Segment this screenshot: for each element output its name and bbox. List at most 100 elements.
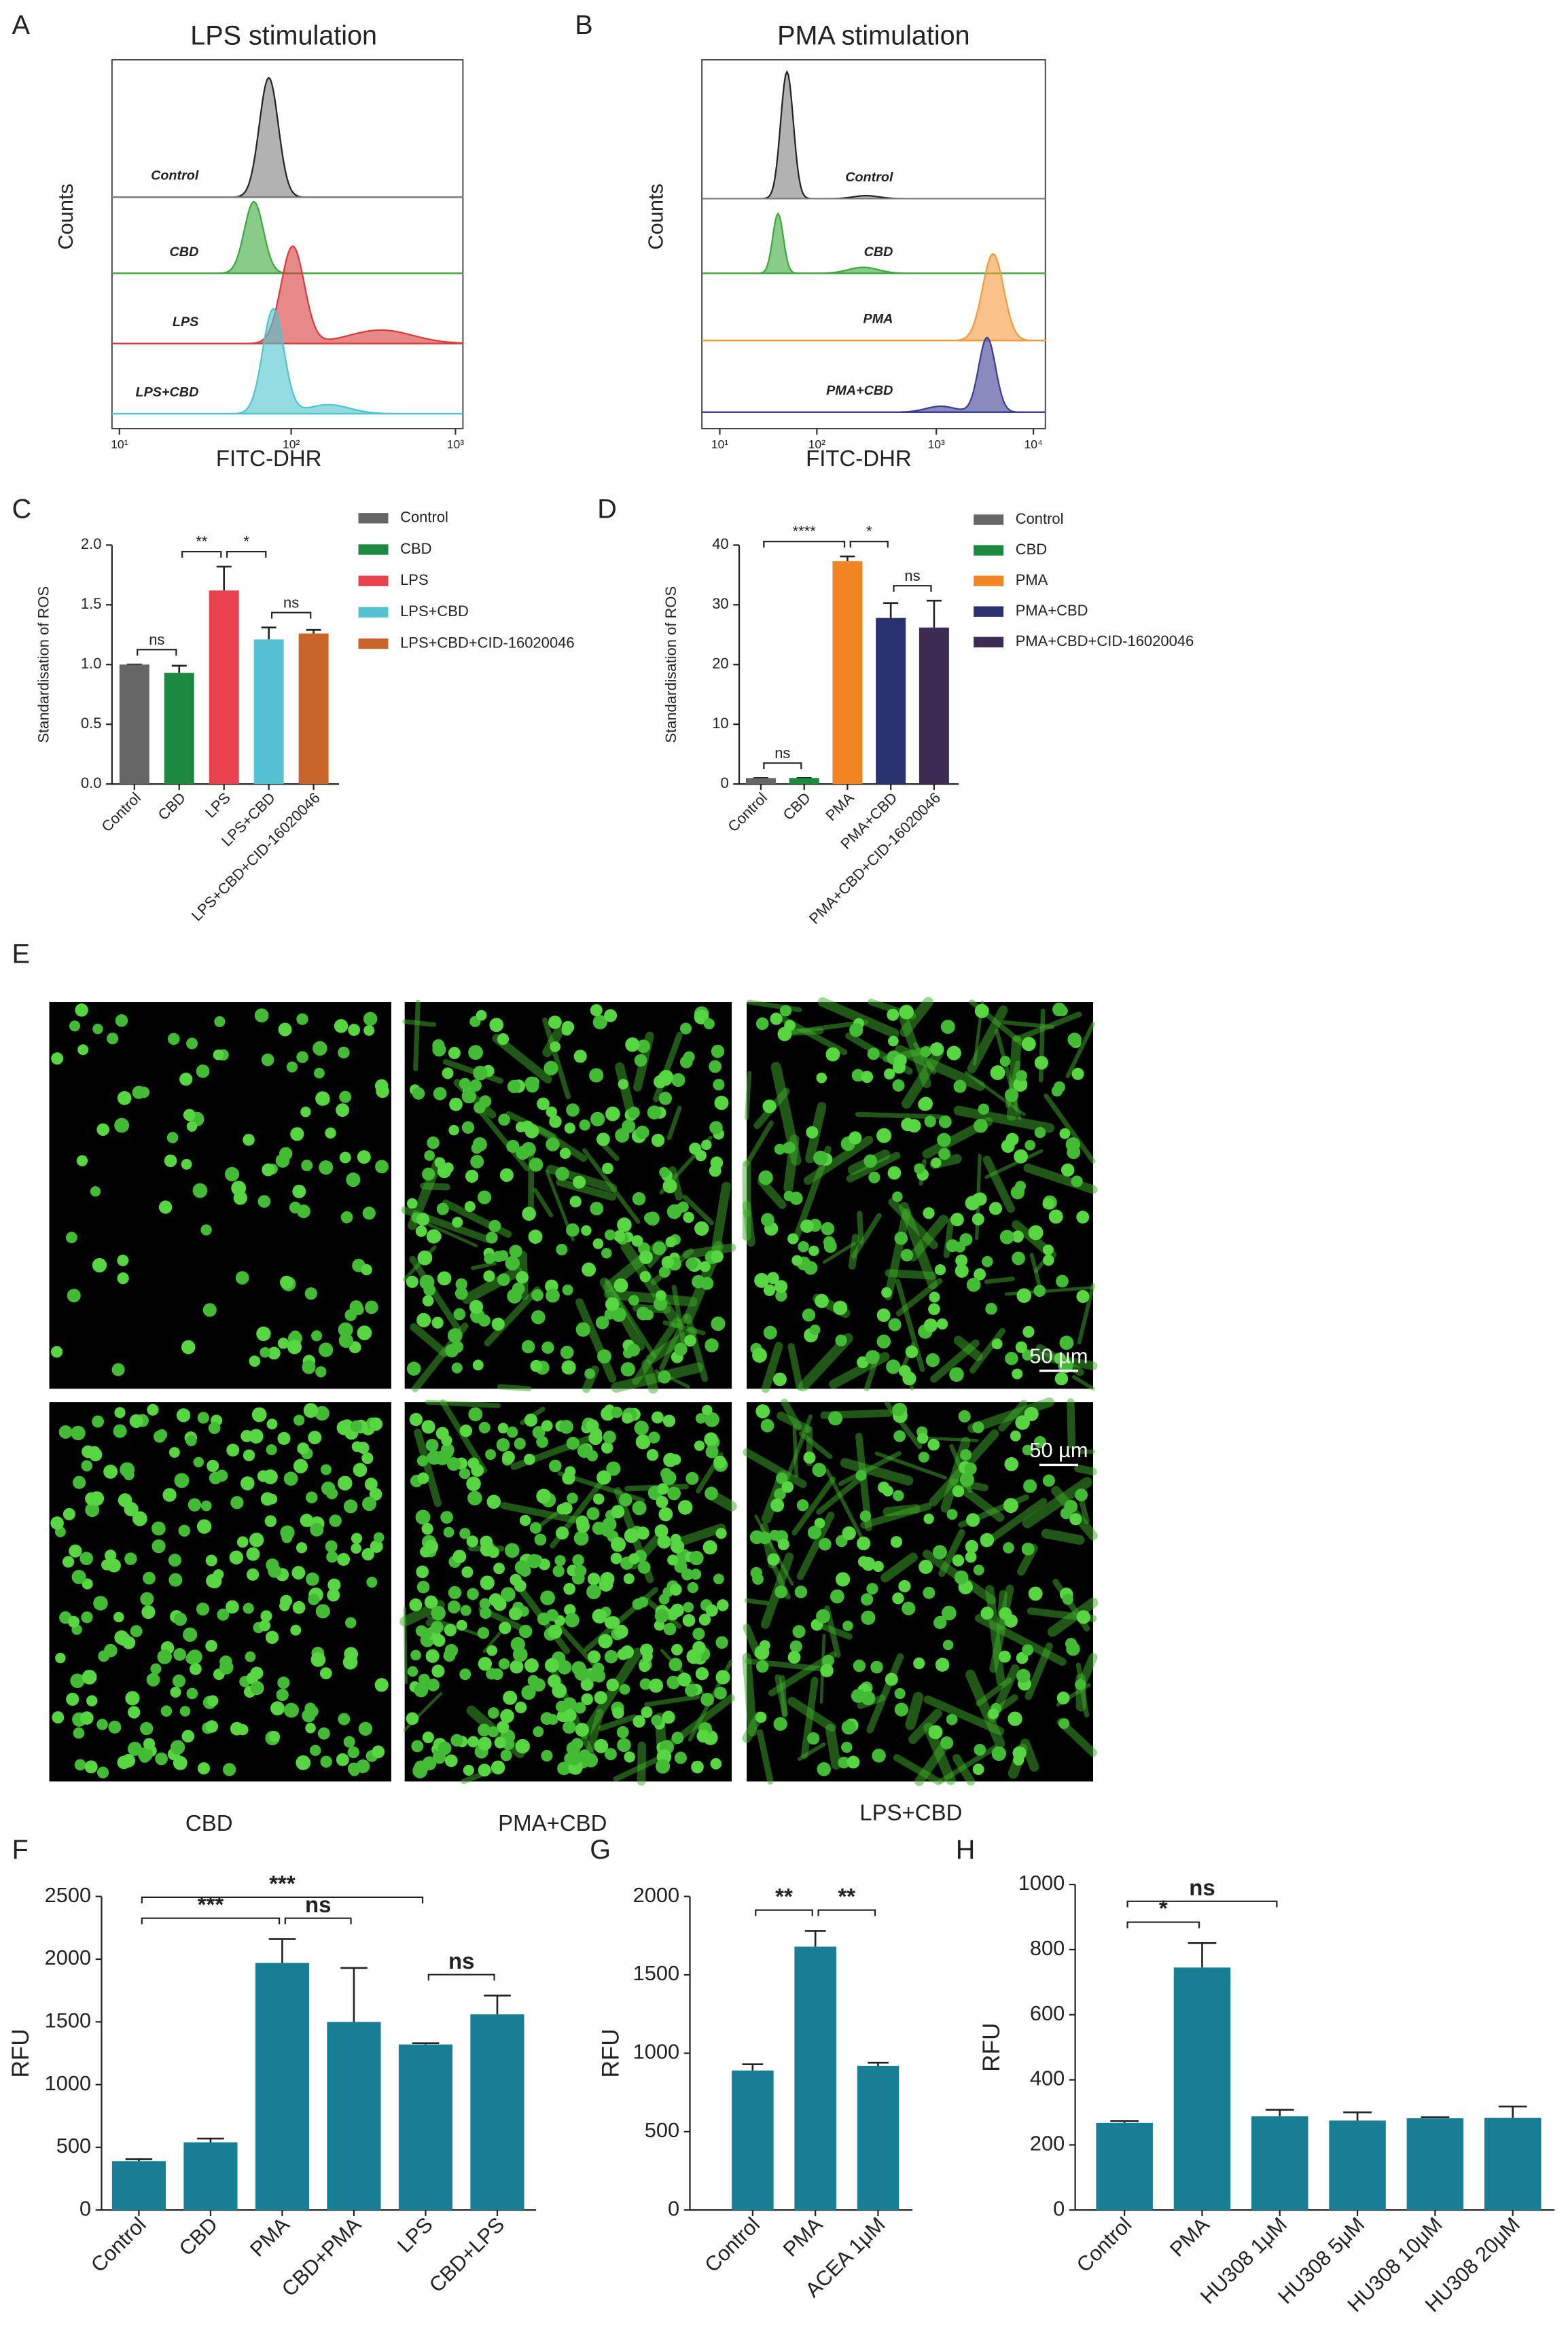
- cell: [66, 1692, 79, 1706]
- cell: [505, 1255, 520, 1271]
- cell: [226, 1600, 239, 1614]
- cell: [1003, 1542, 1014, 1554]
- cell: [812, 1463, 827, 1478]
- cell: [469, 1300, 484, 1314]
- cell: [296, 1051, 308, 1063]
- cell: [841, 1741, 853, 1753]
- cell: [1056, 1692, 1070, 1704]
- bar: [732, 2070, 774, 2211]
- cell: [268, 1730, 281, 1742]
- cell-fiber: [402, 1019, 437, 1027]
- cell: [524, 1076, 539, 1090]
- cell: [631, 1235, 643, 1247]
- cell: [415, 1509, 431, 1525]
- cell: [537, 1097, 550, 1111]
- cell: [752, 1348, 768, 1363]
- cell: [932, 1545, 947, 1560]
- cell: [816, 1609, 830, 1624]
- cell: [350, 1420, 363, 1433]
- cell: [637, 1560, 651, 1574]
- cell: [1075, 1488, 1088, 1502]
- cell-fiber: [645, 1326, 698, 1364]
- y-tick-label: 1.0: [81, 655, 102, 672]
- cell: [639, 1678, 652, 1690]
- cell: [1023, 1479, 1037, 1493]
- cell: [310, 1522, 324, 1537]
- cell: [143, 1571, 156, 1585]
- cell: [50, 1346, 63, 1358]
- cell: [991, 1338, 1003, 1350]
- cell: [885, 1673, 898, 1686]
- significance-bracket: [1126, 1921, 1200, 1929]
- cell: [698, 1613, 711, 1626]
- cell: [521, 1340, 535, 1354]
- cell: [658, 1370, 671, 1384]
- cell: [409, 1412, 423, 1427]
- cell: [900, 1249, 914, 1262]
- cell: [567, 1492, 578, 1504]
- cell: [300, 1514, 314, 1528]
- cell: [803, 1451, 816, 1464]
- cell: [132, 1086, 146, 1099]
- cell: [89, 1491, 105, 1506]
- cell: [343, 1499, 358, 1514]
- cell-fiber: [744, 1120, 774, 1167]
- cell: [674, 1342, 688, 1356]
- cell: [541, 1341, 554, 1354]
- cell: [344, 1617, 357, 1628]
- cell: [470, 1155, 484, 1169]
- significance-label: ns: [774, 745, 790, 762]
- cell: [923, 1586, 936, 1599]
- cell: [898, 1365, 911, 1378]
- cell: [1012, 1368, 1023, 1380]
- cell: [422, 1295, 434, 1307]
- cell: [515, 1122, 527, 1132]
- cell: [259, 1620, 271, 1632]
- cell: [573, 1050, 587, 1063]
- cell: [93, 1596, 108, 1611]
- cell: [1010, 1185, 1025, 1200]
- cell: [320, 1464, 332, 1475]
- cell: [319, 1667, 332, 1680]
- cell: [972, 1193, 985, 1206]
- cell: [160, 1705, 173, 1717]
- cell-fiber: [744, 1598, 769, 1606]
- cell: [320, 1755, 332, 1768]
- cell: [893, 1490, 904, 1501]
- cell: [224, 1166, 240, 1182]
- cell: [357, 1325, 372, 1340]
- cell-fiber: [825, 1723, 842, 1770]
- cell: [1042, 1474, 1055, 1487]
- cell: [556, 1503, 568, 1515]
- cell: [267, 1346, 281, 1360]
- cell: [287, 1340, 302, 1355]
- cell-fiber: [424, 1221, 478, 1248]
- cell: [705, 1338, 719, 1353]
- cell: [130, 1625, 143, 1638]
- cell: [784, 1020, 796, 1031]
- cell: [555, 1700, 568, 1713]
- cell: [671, 1732, 684, 1745]
- cell: [602, 1162, 613, 1175]
- cell-fiber: [880, 1552, 918, 1583]
- flow-x-label: FITC-DHR: [216, 446, 322, 471]
- cell: [499, 1622, 512, 1634]
- y-axis-label: RFU: [978, 2023, 1005, 2072]
- cell: [425, 1649, 440, 1663]
- cell: [816, 1072, 827, 1084]
- bar: [832, 561, 863, 785]
- cell: [576, 1519, 590, 1533]
- cell: [637, 1596, 649, 1608]
- cell: [440, 1511, 453, 1524]
- cell: [555, 1166, 569, 1181]
- flow-frame: [111, 59, 464, 429]
- cell: [934, 1264, 946, 1276]
- cell: [277, 1431, 291, 1446]
- legend-swatch: [358, 638, 389, 649]
- cell: [648, 1431, 660, 1444]
- cell: [455, 1278, 467, 1291]
- cell: [438, 1741, 452, 1755]
- cell: [536, 1488, 552, 1504]
- cell: [189, 1662, 202, 1675]
- cell-fiber: [1077, 1283, 1095, 1345]
